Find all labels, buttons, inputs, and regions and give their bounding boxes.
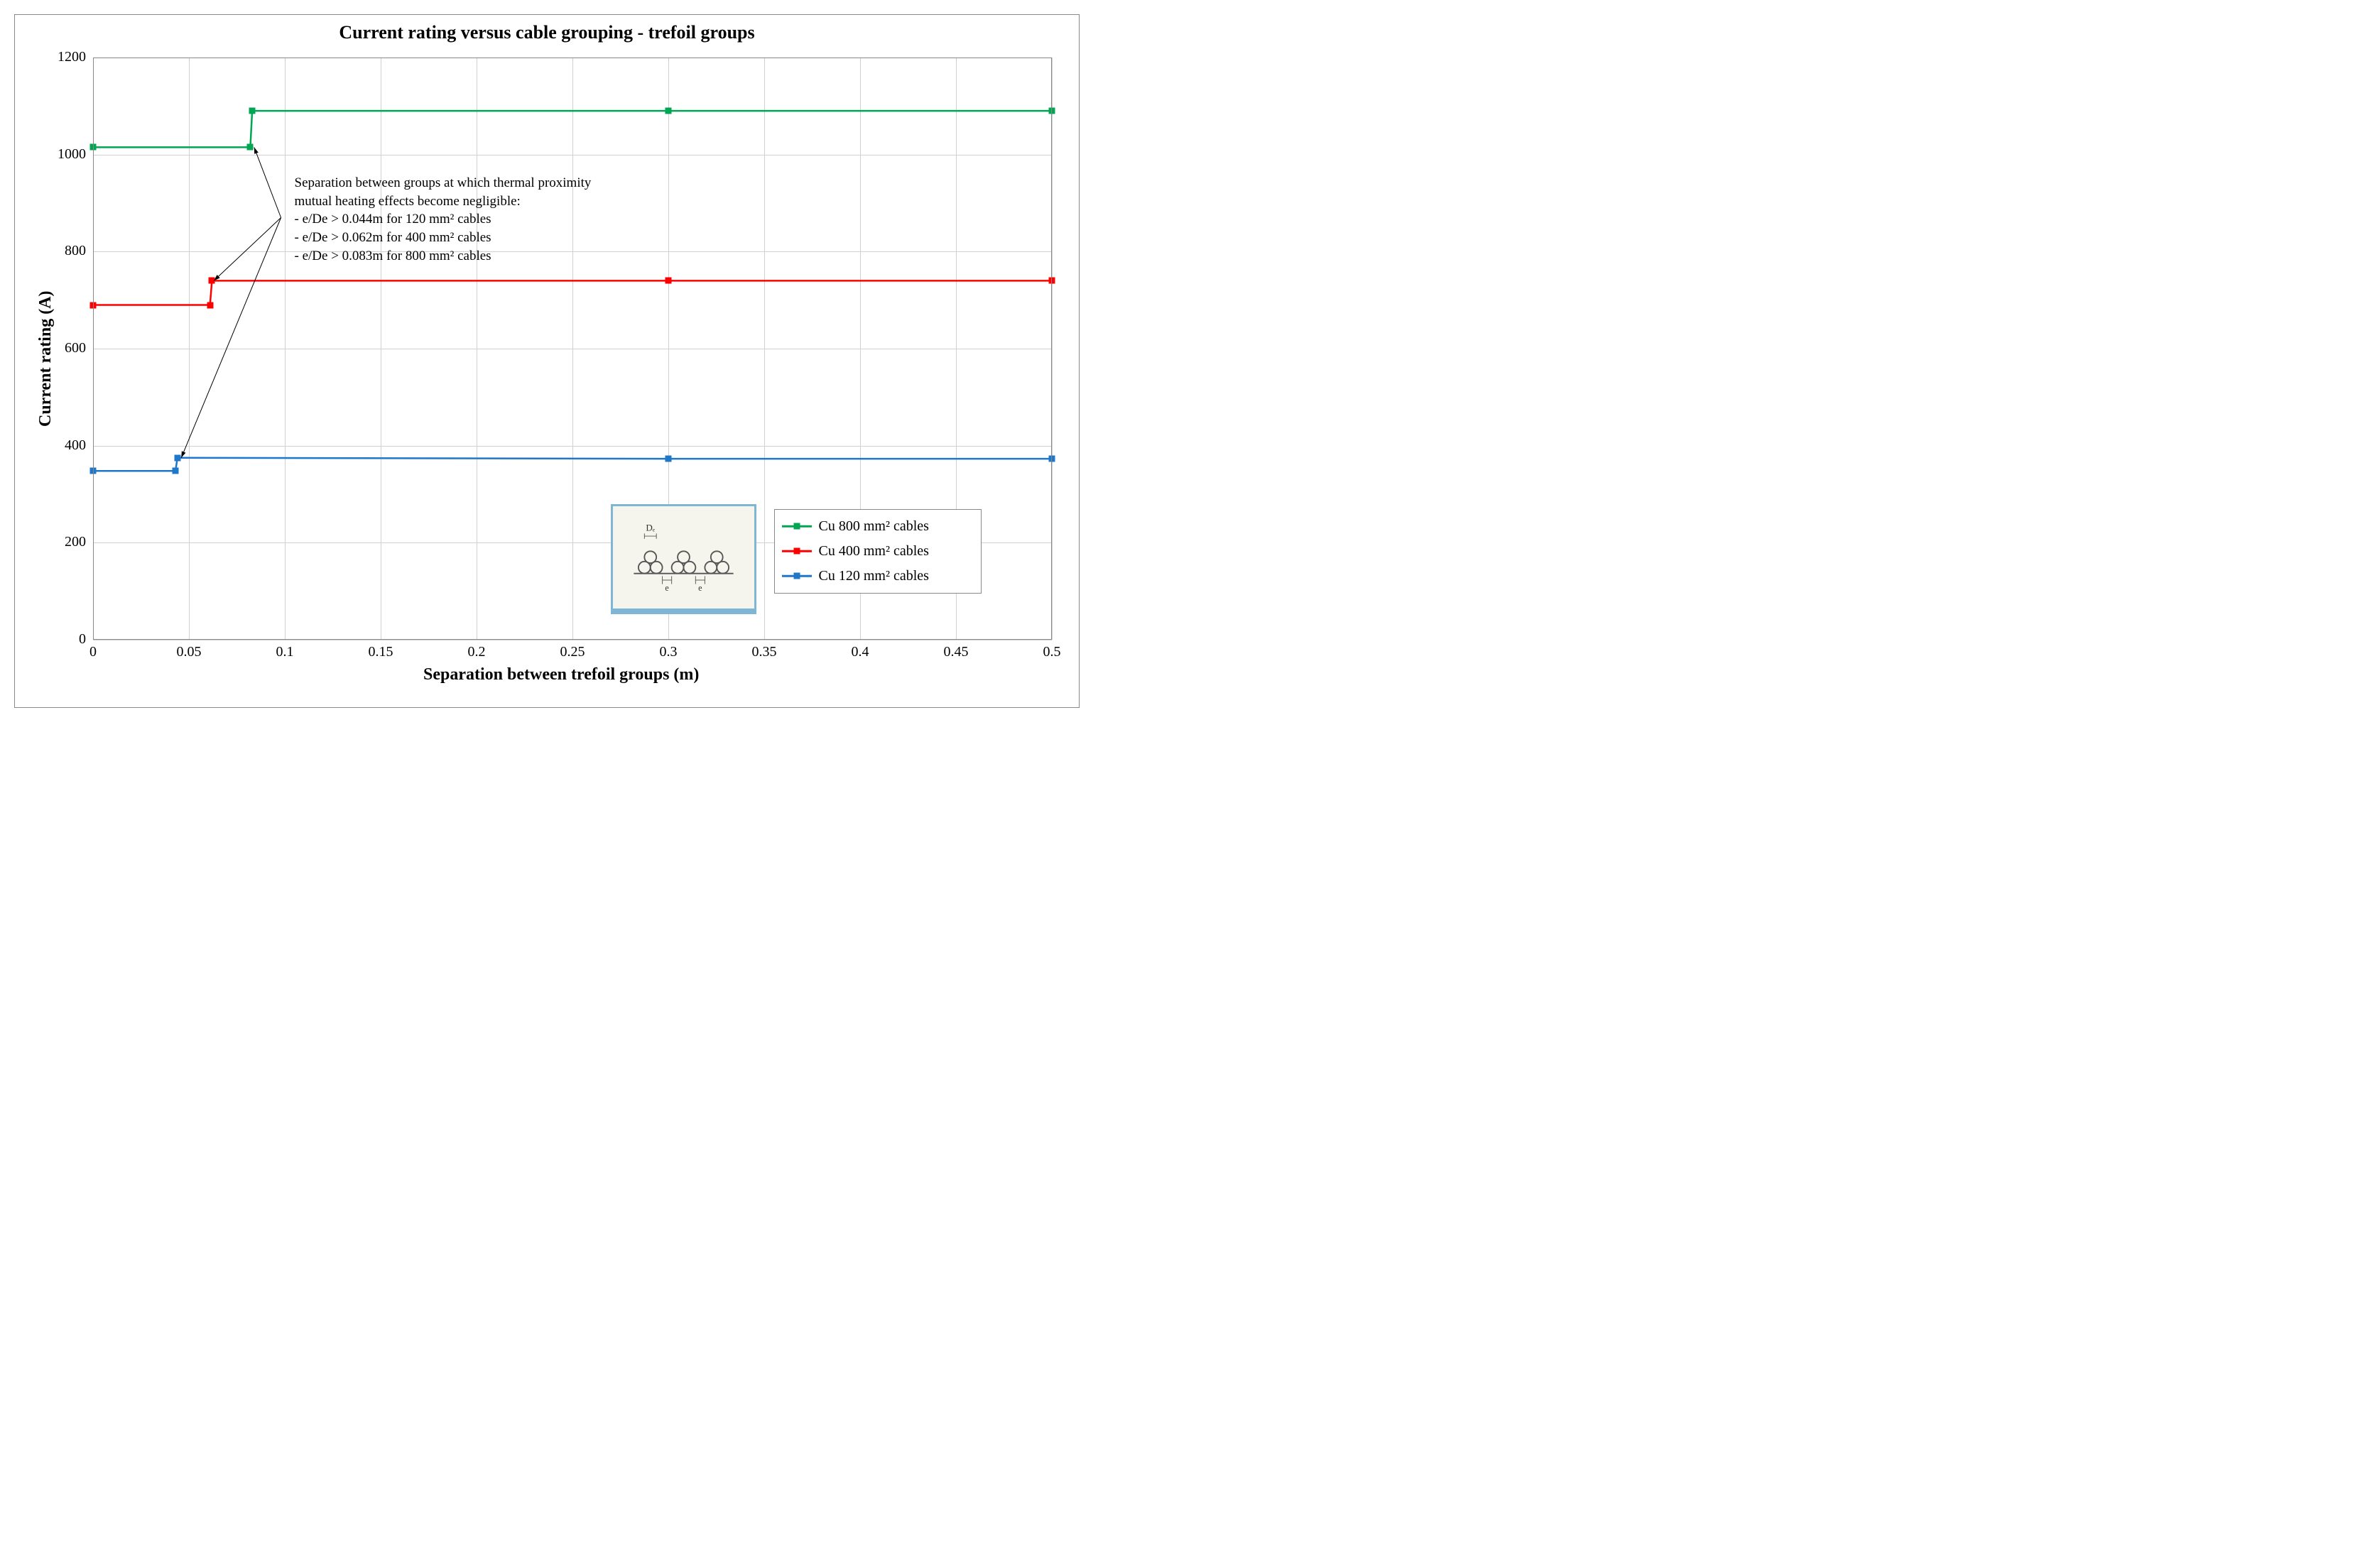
x-tick: 0.25 <box>551 644 594 660</box>
data-marker <box>90 302 97 308</box>
y-tick: 1200 <box>43 49 86 65</box>
x-tick: 0.35 <box>743 644 786 660</box>
legend-label: Cu 800 mm² cables <box>819 518 929 535</box>
svg-text:e: e <box>665 583 668 593</box>
data-marker <box>1049 278 1055 284</box>
data-marker <box>209 278 215 284</box>
data-marker <box>665 278 672 284</box>
chart-container: Current rating versus cable grouping - t… <box>14 14 1080 708</box>
y-tick: 200 <box>43 534 86 550</box>
legend-label: Cu 120 mm² cables <box>819 568 929 584</box>
y-tick: 0 <box>43 631 86 648</box>
legend-label: Cu 400 mm² cables <box>819 543 929 560</box>
plot-area: Separation between groups at which therm… <box>93 58 1052 640</box>
data-marker <box>665 456 672 462</box>
y-tick: 400 <box>43 437 86 454</box>
annotation-line: mutual heating effects become negligible… <box>295 192 592 211</box>
annotation-text: Separation between groups at which therm… <box>295 174 592 265</box>
data-marker <box>173 468 179 474</box>
x-tick: 0.2 <box>455 644 498 660</box>
data-marker <box>665 108 672 114</box>
x-tick: 0.05 <box>168 644 210 660</box>
annotation-line: Separation between groups at which therm… <box>295 174 592 192</box>
legend-item: Cu 120 mm² cables <box>782 564 974 589</box>
x-tick: 0.15 <box>359 644 402 660</box>
x-tick: 0.3 <box>647 644 690 660</box>
data-marker <box>90 144 97 151</box>
data-marker <box>90 468 97 474</box>
svg-text:Dₑ: Dₑ <box>646 522 655 533</box>
data-marker <box>1049 108 1055 114</box>
annotation-line: - e/De > 0.044m for 120 mm² cables <box>295 210 592 229</box>
x-axis-label: Separation between trefoil groups (m) <box>423 665 699 684</box>
x-tick: 0.45 <box>935 644 977 660</box>
annotation-line: - e/De > 0.083m for 800 mm² cables <box>295 247 592 266</box>
y-tick: 1000 <box>43 146 86 163</box>
trefoil-inset-diagram: Dₑ e e <box>611 504 756 614</box>
y-tick: 800 <box>43 243 86 259</box>
data-marker <box>207 302 213 308</box>
data-marker <box>247 144 254 151</box>
data-marker <box>249 108 256 114</box>
legend-item: Cu 800 mm² cables <box>782 514 974 539</box>
y-axis-label: Current rating (A) <box>36 290 55 427</box>
x-tick: 0.1 <box>263 644 306 660</box>
chart-title: Current rating versus cable grouping - t… <box>15 15 1079 43</box>
legend: Cu 800 mm² cables Cu 400 mm² cables Cu 120… <box>774 509 982 594</box>
x-tick: 0.4 <box>839 644 881 660</box>
data-marker <box>174 454 180 461</box>
x-tick: 0.5 <box>1031 644 1073 660</box>
legend-item: Cu 400 mm² cables <box>782 539 974 564</box>
annotation-line: - e/De > 0.062m for 400 mm² cables <box>295 229 592 247</box>
data-marker <box>1049 456 1055 462</box>
svg-text:e: e <box>698 583 702 593</box>
